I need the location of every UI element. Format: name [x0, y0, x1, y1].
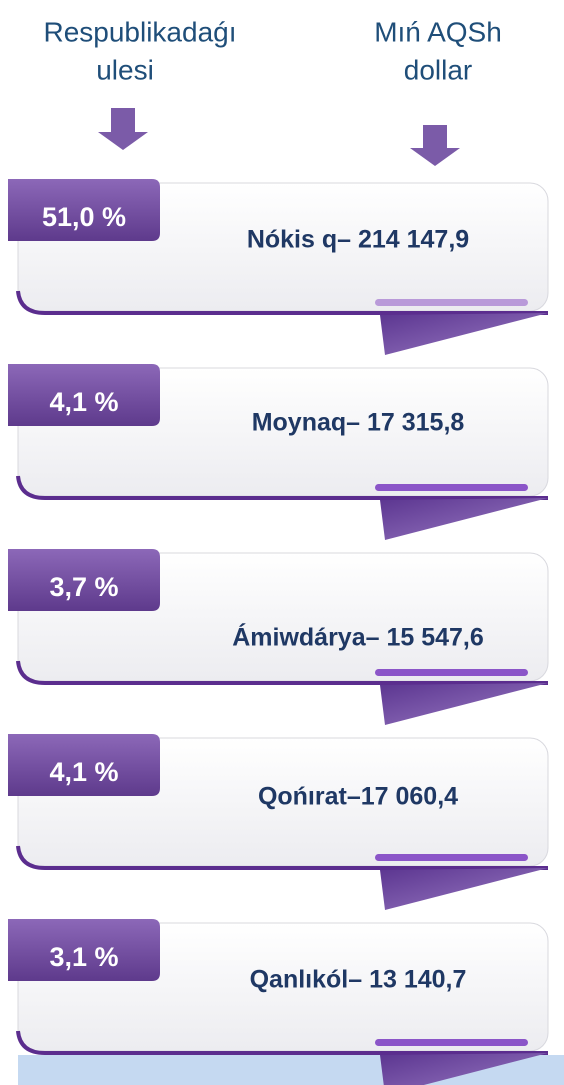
- arrow: [98, 108, 148, 150]
- arrow: [410, 125, 460, 166]
- accent-bar: [375, 1039, 528, 1046]
- header-left: Respublikadaǵı: [43, 16, 236, 47]
- card-edge: [16, 290, 548, 315]
- card-edge: [16, 1030, 548, 1055]
- label: Moynaq– 17 315,8: [252, 409, 465, 437]
- fold: [380, 498, 548, 540]
- tab: [8, 364, 160, 426]
- label: Qońırat–17 060,4: [258, 783, 458, 811]
- header-right: dollar: [404, 54, 472, 85]
- header-left: ulesi: [96, 54, 154, 85]
- fold: [380, 313, 548, 355]
- percent: 4,1 %: [49, 757, 118, 787]
- label: Nókis q– 214 147,9: [247, 226, 469, 254]
- accent-bar: [375, 669, 528, 676]
- tab: [8, 919, 160, 981]
- accent-bar: [375, 299, 528, 306]
- accent-bar: [375, 854, 528, 861]
- accent-bar: [375, 484, 528, 491]
- label: Ámiwdárya– 15 547,6: [232, 623, 484, 652]
- card-edge: [16, 475, 548, 500]
- percent: 51,0 %: [42, 202, 126, 232]
- fold: [380, 1053, 548, 1085]
- tab: [8, 549, 160, 611]
- fold: [380, 683, 548, 725]
- tab: [8, 179, 160, 241]
- percent: 3,1 %: [49, 942, 118, 972]
- card-edge: [16, 660, 548, 685]
- label: Qanlıkól– 13 140,7: [250, 966, 467, 994]
- fold: [380, 868, 548, 910]
- tab: [8, 734, 160, 796]
- header-right: Mıń AQSh: [374, 16, 502, 47]
- cards: 51,0 % Nókis q– 214 147,9 4,1 % Moynaq– 17 …: [8, 179, 549, 1085]
- card-edge: [16, 845, 548, 870]
- percent: 3,7 %: [49, 572, 118, 602]
- percent: 4,1 %: [49, 387, 118, 417]
